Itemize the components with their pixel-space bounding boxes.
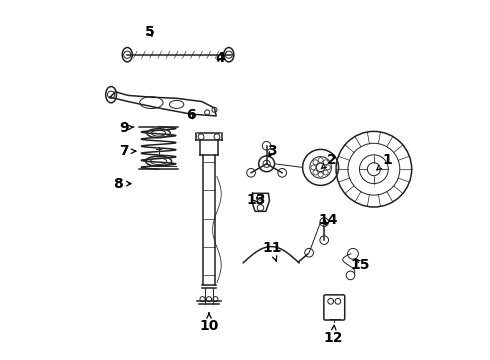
Text: 6: 6 xyxy=(186,108,196,122)
Text: 7: 7 xyxy=(120,144,136,158)
Text: 13: 13 xyxy=(246,193,266,207)
Text: 11: 11 xyxy=(262,242,282,261)
Text: 9: 9 xyxy=(119,121,134,135)
Text: 1: 1 xyxy=(377,153,392,170)
Text: 14: 14 xyxy=(318,213,338,226)
Text: 8: 8 xyxy=(113,177,131,190)
Text: 12: 12 xyxy=(323,325,343,345)
Text: 5: 5 xyxy=(145,26,154,39)
Text: 3: 3 xyxy=(267,144,277,158)
Text: 15: 15 xyxy=(350,258,370,271)
Text: 4: 4 xyxy=(215,51,225,64)
Text: 2: 2 xyxy=(321,153,336,168)
Text: 10: 10 xyxy=(199,313,219,333)
